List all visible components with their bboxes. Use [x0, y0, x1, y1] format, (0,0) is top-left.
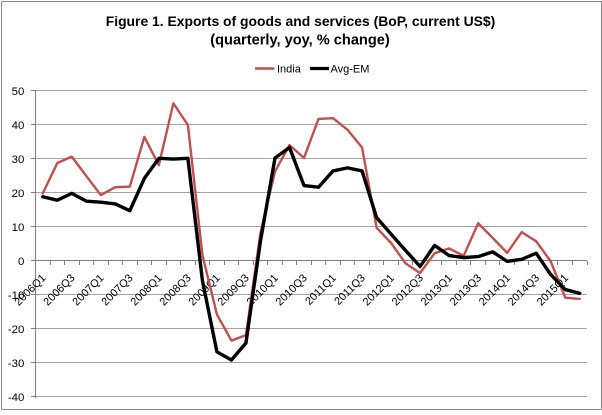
- svg-text:Figure 1. Exports of goods and: Figure 1. Exports of goods and services …: [106, 13, 496, 29]
- svg-text:2011Q1: 2011Q1: [303, 272, 339, 308]
- svg-text:-30: -30: [8, 358, 24, 370]
- svg-text:-40: -40: [8, 392, 24, 404]
- svg-text:2007Q3: 2007Q3: [99, 272, 135, 308]
- svg-text:50: 50: [12, 86, 25, 98]
- svg-text:40: 40: [12, 120, 25, 132]
- svg-text:0: 0: [18, 256, 24, 268]
- svg-text:Avg-EM: Avg-EM: [331, 64, 370, 76]
- svg-text:30: 30: [12, 154, 25, 166]
- svg-text:India: India: [277, 64, 302, 76]
- svg-text:20: 20: [12, 188, 25, 200]
- svg-text:2009Q3: 2009Q3: [216, 272, 252, 308]
- svg-text:-20: -20: [8, 324, 24, 336]
- svg-text:10: 10: [12, 222, 25, 234]
- svg-text:2010Q3: 2010Q3: [274, 272, 310, 308]
- svg-text:(quarterly, yoy, % change): (quarterly, yoy, % change): [210, 32, 390, 48]
- svg-text:2013Q1: 2013Q1: [419, 272, 455, 308]
- svg-text:-10: -10: [8, 290, 24, 302]
